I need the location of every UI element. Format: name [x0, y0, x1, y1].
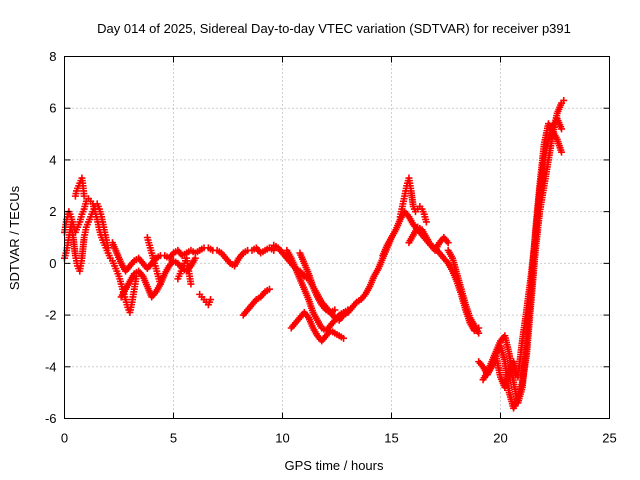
series-arc-13	[296, 249, 339, 316]
x-tick-label: 10	[275, 431, 289, 446]
y-tick-label: 2	[49, 204, 56, 219]
series-arc-3	[71, 174, 88, 200]
x-tick-label: 25	[602, 431, 616, 446]
data-point	[558, 148, 566, 156]
y-tick-label: -6	[45, 411, 57, 426]
data-point	[340, 334, 348, 342]
series-arc-15	[396, 174, 430, 226]
plot-frame	[64, 56, 610, 419]
series-arc-2	[61, 200, 112, 275]
series-arc-20	[488, 115, 566, 391]
series-arc-7	[174, 254, 195, 288]
data-point	[422, 218, 430, 226]
series-arc-12	[287, 308, 348, 345]
x-tick-label: 15	[384, 431, 398, 446]
series-arc-8	[196, 290, 215, 309]
data-point	[444, 239, 452, 247]
data-point	[207, 296, 215, 304]
data-point	[558, 125, 566, 133]
y-tick-label: -2	[45, 308, 57, 323]
y-tick-label: 6	[49, 101, 56, 116]
series-arc-9	[239, 285, 273, 319]
y-tick-label: 8	[49, 49, 56, 64]
y-tick-label: 0	[49, 256, 56, 271]
series-arc-16	[405, 223, 452, 254]
data-point	[104, 244, 112, 252]
data-point	[331, 306, 339, 314]
series-arc-4	[108, 239, 278, 275]
data-point	[80, 192, 88, 200]
series-arc-11	[283, 246, 352, 335]
x-tick-label: 20	[493, 431, 507, 446]
x-tick-label: 5	[170, 431, 177, 446]
y-axis: -6 -4 -2 0 2 4 6 8	[45, 49, 610, 426]
data-point	[191, 254, 199, 262]
y-tick-label: 4	[49, 152, 56, 167]
x-tick-label: 0	[61, 431, 68, 446]
series-arc-6	[143, 234, 164, 288]
data-marks	[61, 96, 568, 412]
y-axis-label: SDTVAR / TECUs	[7, 185, 22, 290]
data-point	[156, 280, 164, 288]
y-tick-label: -4	[45, 359, 57, 374]
chart-title: Day 014 of 2025, Sidereal Day-to-day VTE…	[97, 21, 571, 36]
data-point	[560, 96, 568, 104]
data-point	[344, 306, 352, 314]
data-point	[475, 329, 483, 337]
data-point	[187, 280, 195, 288]
series-arc-17	[444, 246, 483, 337]
x-axis-label: GPS time / hours	[285, 458, 384, 473]
data-point	[265, 285, 273, 293]
x-axis: 0 5 10 15 20 25	[61, 56, 617, 446]
